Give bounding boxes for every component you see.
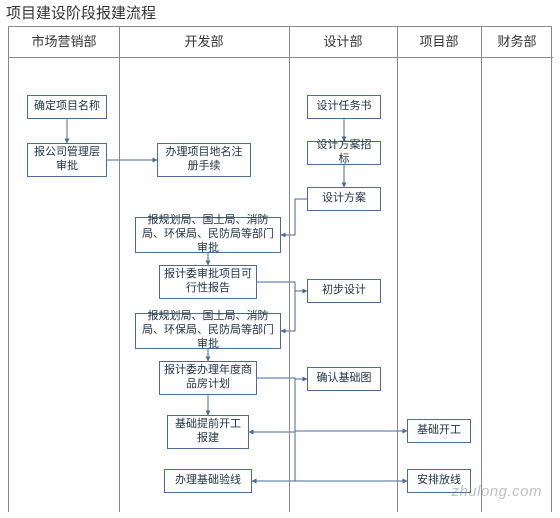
flow-node: 报计委办理年度商品房计划 xyxy=(159,361,257,395)
flow-edge xyxy=(281,291,307,331)
flow-node: 设计任务书 xyxy=(307,95,381,119)
flow-node: 报计委审批项目可行性报告 xyxy=(159,265,257,299)
flow-edge xyxy=(252,431,407,481)
column-header-fin: 财务部 xyxy=(481,27,553,57)
flow-node: 办理项目地名注册手续 xyxy=(157,143,251,177)
flow-node: 办理基础验线 xyxy=(164,469,252,493)
flow-node: 基础开工 xyxy=(407,419,471,443)
column-header-mkt: 市场营销部 xyxy=(9,27,119,57)
diagram-canvas: 项目建设阶段报建流程 市场营销部开发部设计部项目部财务部确定项目名称报公司管理层… xyxy=(0,0,560,518)
flow-node: 报公司管理层审批 xyxy=(27,143,107,177)
flow-edge xyxy=(249,431,407,432)
page-title: 项目建设阶段报建流程 xyxy=(6,2,156,23)
flow-node: 基础提前开工报建 xyxy=(167,415,249,449)
flow-edge xyxy=(249,379,307,432)
flow-node: 确认基础图 xyxy=(307,367,381,391)
flow-node: 确定项目名称 xyxy=(27,95,107,119)
flow-node: 报规划局、国土局、消防局、环保局、民防局等部门审批 xyxy=(135,217,281,253)
column-separator xyxy=(289,27,290,512)
column-separator xyxy=(119,27,120,512)
flow-node: 报规划局、国土局、消防局、环保局、民防局等部门审批 xyxy=(135,313,281,349)
swimlane-frame: 市场营销部开发部设计部项目部财务部确定项目名称报公司管理层审批 办理项目地名注册手… xyxy=(8,26,552,512)
flow-edge xyxy=(257,378,307,379)
flow-node: 设计方案招标 xyxy=(307,141,381,165)
flow-edge xyxy=(257,282,307,291)
flow-node: 设计方案 xyxy=(307,187,381,211)
column-separator xyxy=(481,27,482,512)
column-header-dev: 开发部 xyxy=(119,27,289,57)
column-separator xyxy=(397,27,398,512)
column-header-proj: 项目部 xyxy=(397,27,481,57)
column-header-design: 设计部 xyxy=(289,27,397,57)
watermark: zhulong.com xyxy=(451,483,542,500)
flow-edge xyxy=(281,199,307,235)
flow-node: 初步设计 xyxy=(307,279,381,303)
